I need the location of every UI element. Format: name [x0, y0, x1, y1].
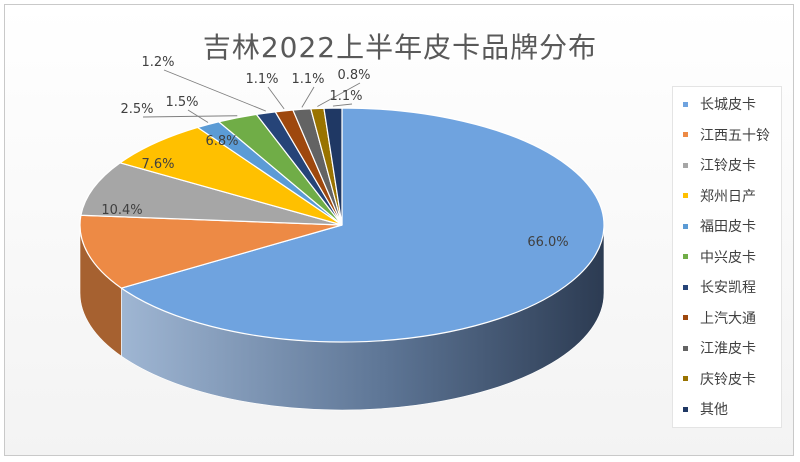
leader-line-8 — [267, 86, 285, 110]
data-label-6: 2.5% — [120, 102, 153, 117]
legend-swatch — [683, 193, 688, 198]
legend-swatch — [683, 162, 688, 168]
legend-label: 福田皮卡 — [700, 219, 756, 235]
data-label-8: 1.1% — [245, 72, 278, 87]
leader-line-10 — [317, 82, 361, 107]
pie-slice-2 — [79, 214, 343, 289]
data-label-10: 0.8% — [337, 68, 370, 83]
legend-swatch — [683, 101, 688, 107]
legend-label: 长城皮卡 — [700, 97, 756, 113]
data-label-7: 1.2% — [141, 55, 174, 70]
legend-swatch — [683, 223, 688, 229]
data-label-5: 1.5% — [165, 95, 198, 110]
data-label-1: 66.0% — [527, 235, 568, 250]
legend-label: 中兴皮卡 — [700, 249, 756, 266]
legend-item: 福田皮卡 — [683, 215, 756, 237]
legend-item: 江淮皮卡 — [683, 337, 756, 359]
pie-slice-1 — [119, 107, 605, 343]
data-label-2: 10.4% — [101, 203, 142, 218]
data-label-4: 6.8% — [205, 134, 238, 149]
legend-item: 郑州日产 — [683, 185, 756, 207]
legend-item: 长城皮卡 — [683, 93, 756, 115]
legend-item: 江铃皮卡 — [683, 154, 756, 176]
legend-label: 长安凯程 — [700, 280, 756, 296]
legend-label: 其他 — [700, 402, 728, 418]
legend-swatch — [683, 254, 688, 259]
legend-label: 江淮皮卡 — [700, 341, 756, 357]
legend-label: 江西五十铃 — [700, 127, 770, 144]
legend-item: 长安凯程 — [683, 276, 756, 298]
data-labels: 66.0% 10.4% 7.6% 6.8% 1.5% 2.5% 1.2% 1.1% 1.1% 0.… — [101, 55, 568, 250]
pie-slice-4 — [118, 126, 343, 226]
legend-label: 庆铃皮卡 — [700, 371, 756, 388]
leader-line-6 — [142, 115, 238, 118]
pie-slice-3 — [80, 162, 343, 226]
data-label-9: 1.1% — [291, 72, 324, 87]
legend-swatch — [683, 406, 688, 412]
data-label-11: 1.1% — [329, 89, 362, 104]
legend-label: 江铃皮卡 — [700, 158, 756, 174]
leader-line-11 — [332, 103, 353, 107]
legend-item: 其他 — [683, 398, 728, 420]
legend-swatch — [683, 284, 688, 290]
legend-item: 上汽大通 — [683, 307, 756, 329]
legend-item: 中兴皮卡 — [683, 246, 756, 268]
legend-item: 庆铃皮卡 — [683, 368, 756, 390]
chart-title: 吉林2022上半年皮卡品牌分布 — [202, 31, 598, 64]
legend-swatch — [683, 376, 688, 381]
data-label-3: 7.6% — [141, 157, 174, 172]
legend-swatch — [683, 315, 688, 320]
pie-top — [79, 107, 605, 343]
legend-label: 上汽大通 — [700, 310, 756, 327]
leader-line-9 — [301, 86, 315, 108]
legend-swatch — [683, 345, 688, 351]
chart-legend: 长城皮卡江西五十铃江铃皮卡郑州日产福田皮卡中兴皮卡长安凯程上汽大通江淮皮卡庆铃皮… — [672, 86, 782, 428]
legend-swatch — [683, 132, 688, 137]
pie-slice-11 — [323, 107, 343, 226]
leader-line-7 — [163, 69, 266, 112]
legend-label: 郑州日产 — [700, 188, 756, 205]
legend-item: 江西五十铃 — [683, 124, 770, 146]
